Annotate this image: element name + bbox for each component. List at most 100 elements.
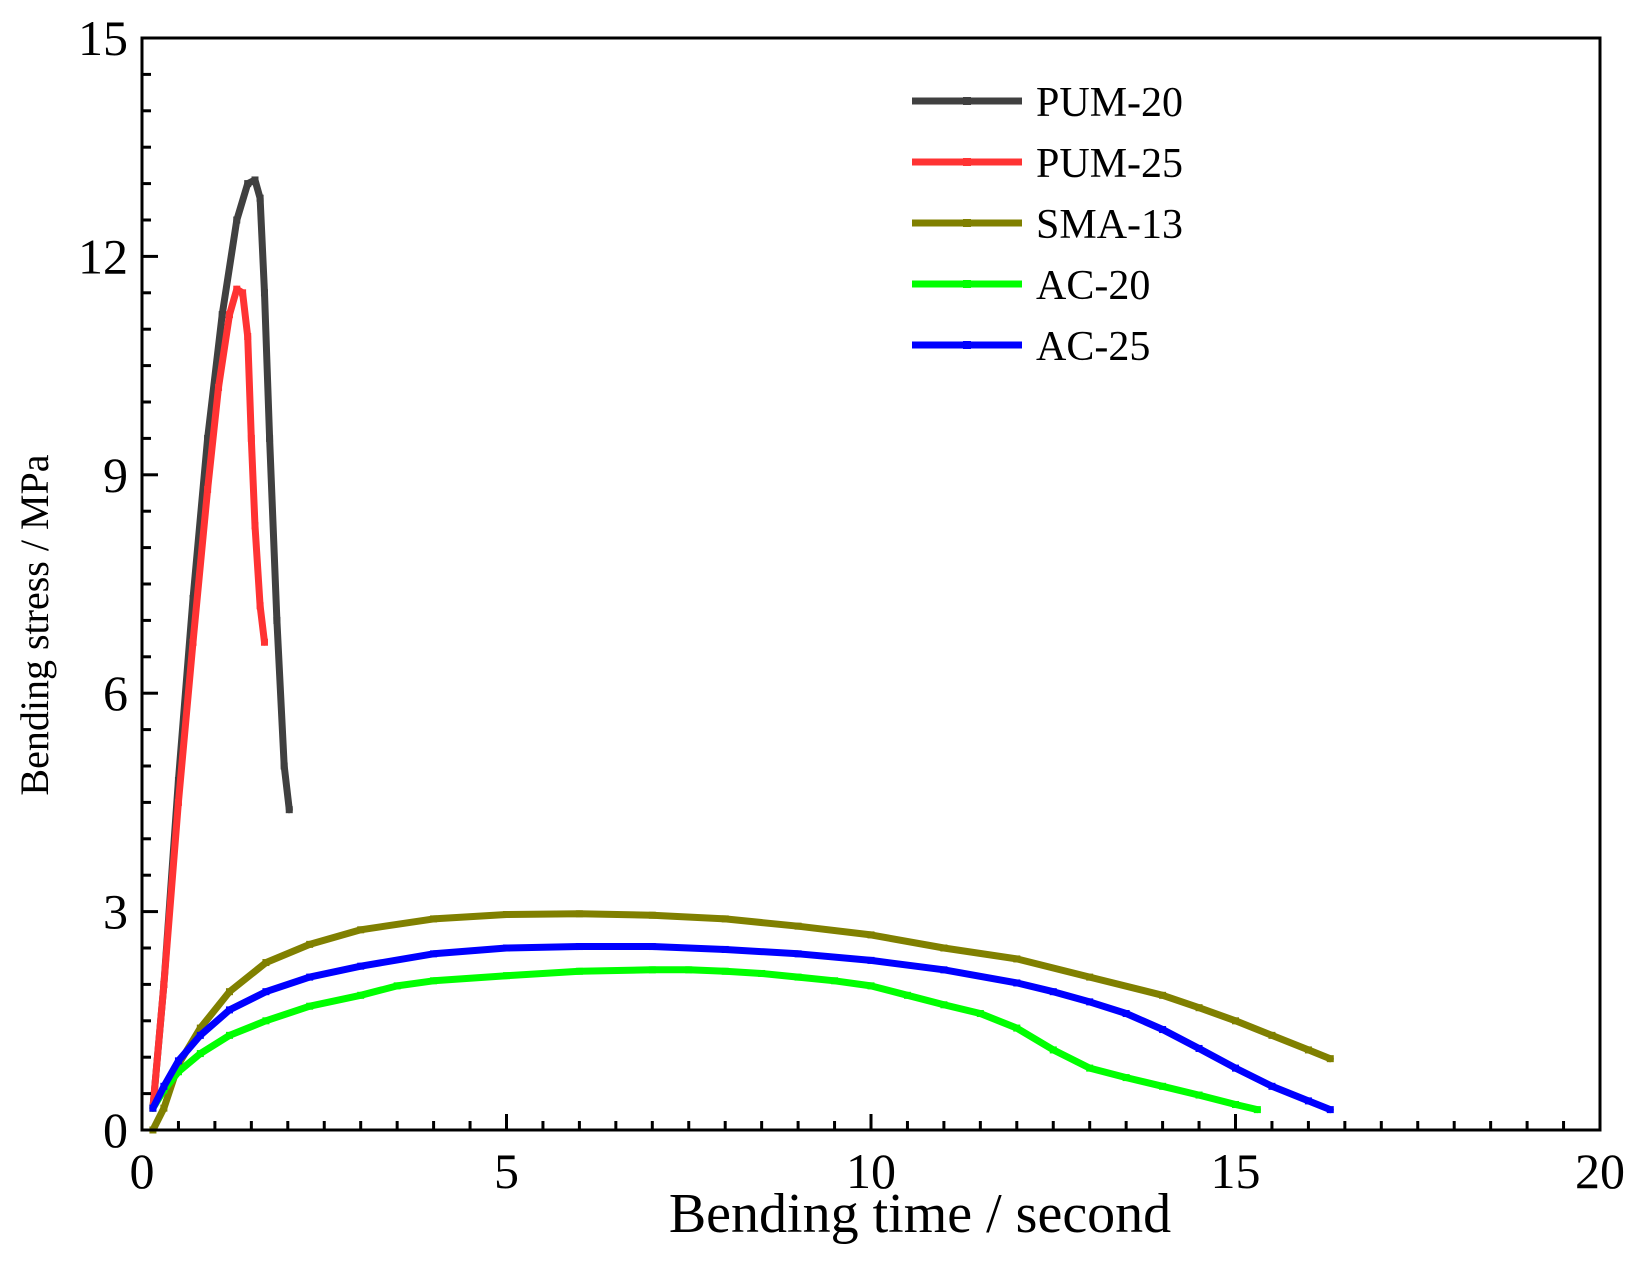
data-point xyxy=(393,982,401,990)
data-point xyxy=(196,1024,204,1032)
data-point xyxy=(430,977,438,985)
data-point xyxy=(204,434,212,442)
data-point xyxy=(266,434,274,442)
data-point xyxy=(1013,979,1021,987)
data-point xyxy=(1232,1017,1239,1025)
data-point xyxy=(218,311,226,319)
data-point xyxy=(160,1104,168,1112)
data-point xyxy=(174,798,182,806)
data-point xyxy=(867,982,875,990)
data-point xyxy=(280,762,288,770)
data-point xyxy=(1195,1004,1203,1012)
data-point xyxy=(357,991,365,999)
data-point xyxy=(1086,1064,1094,1072)
data-point xyxy=(1326,1055,1334,1063)
data-point xyxy=(794,950,802,958)
x-tick-label: 0 xyxy=(130,1143,155,1199)
data-point xyxy=(285,806,293,814)
data-point xyxy=(225,988,233,996)
y-tick-label: 12 xyxy=(78,228,128,284)
legend-marker xyxy=(963,280,971,288)
data-point xyxy=(503,944,510,952)
data-point xyxy=(149,1104,157,1112)
data-point xyxy=(1195,1044,1203,1052)
x-axis-title: Bending time / second xyxy=(669,1183,1171,1245)
data-point xyxy=(215,383,223,391)
data-point xyxy=(1232,1101,1239,1109)
data-point xyxy=(256,194,264,202)
y-tick-label: 9 xyxy=(103,447,128,503)
data-point xyxy=(189,638,197,646)
data-point xyxy=(503,972,510,980)
data-point xyxy=(1013,955,1021,963)
data-point xyxy=(196,1031,204,1039)
data-point xyxy=(831,977,839,985)
data-point xyxy=(721,967,729,975)
data-point xyxy=(1304,1097,1312,1105)
data-point xyxy=(903,991,911,999)
data-point xyxy=(1049,1046,1057,1054)
data-point xyxy=(256,602,264,610)
data-point xyxy=(196,1050,204,1058)
legend-label-sma-13: SMA-13 xyxy=(1036,202,1183,248)
data-point xyxy=(174,1068,182,1076)
data-point xyxy=(794,922,802,930)
legend-marker xyxy=(963,97,971,105)
data-point xyxy=(1159,991,1167,999)
data-point xyxy=(940,966,948,974)
legend-marker xyxy=(963,341,971,349)
data-point xyxy=(794,973,802,981)
data-point xyxy=(160,980,168,988)
data-point xyxy=(233,216,241,224)
data-point xyxy=(1159,1026,1167,1034)
legend-marker xyxy=(963,219,971,227)
x-tick-label: 20 xyxy=(1575,1143,1625,1199)
series-line-pum-20 xyxy=(149,176,293,1112)
series-line-ac-20 xyxy=(149,966,1261,1114)
data-point xyxy=(204,485,212,493)
data-point xyxy=(1122,1010,1130,1018)
legend-label-ac-20: AC-20 xyxy=(1036,263,1150,309)
data-point xyxy=(1159,1082,1167,1090)
data-point xyxy=(575,943,583,951)
y-tick-label: 0 xyxy=(103,1102,128,1158)
series-line-pum-25 xyxy=(149,285,268,1112)
data-point xyxy=(251,176,259,184)
y-tick-label: 3 xyxy=(103,884,128,940)
legend-label-pum-25: PUM-25 xyxy=(1036,141,1183,187)
data-point xyxy=(430,950,438,958)
data-point xyxy=(1304,1046,1312,1054)
data-point xyxy=(357,962,365,970)
data-point xyxy=(648,943,656,951)
data-point xyxy=(239,289,247,297)
x-tick-label: 5 xyxy=(494,1143,519,1199)
data-point xyxy=(160,1082,168,1090)
data-point xyxy=(867,931,875,939)
x-tick-label: 15 xyxy=(1211,1143,1261,1199)
data-point xyxy=(1049,988,1057,996)
y-tick-label: 6 xyxy=(103,665,128,721)
y-axis-title: Bending stress / MPa xyxy=(12,454,57,795)
data-point xyxy=(306,973,314,981)
data-point xyxy=(1086,998,1094,1006)
data-point xyxy=(306,940,314,948)
chart-legend: PUM-20 PUM-25 SMA-13 AC-20 AC-25 xyxy=(912,80,1183,370)
data-point xyxy=(244,180,252,188)
data-point xyxy=(251,522,259,530)
data-point xyxy=(1195,1091,1203,1099)
data-point xyxy=(940,944,948,952)
data-point xyxy=(273,616,281,624)
data-point xyxy=(1232,1064,1239,1072)
data-point xyxy=(262,1017,270,1025)
data-point xyxy=(262,959,270,967)
data-point xyxy=(1122,1074,1130,1082)
legend-marker xyxy=(963,158,971,166)
data-point xyxy=(247,434,255,442)
data-point xyxy=(244,332,252,340)
data-point xyxy=(1253,1106,1261,1114)
data-point xyxy=(174,1057,182,1065)
data-point xyxy=(233,285,241,293)
data-point xyxy=(648,966,656,974)
series-line-ac-25 xyxy=(149,943,1334,1114)
